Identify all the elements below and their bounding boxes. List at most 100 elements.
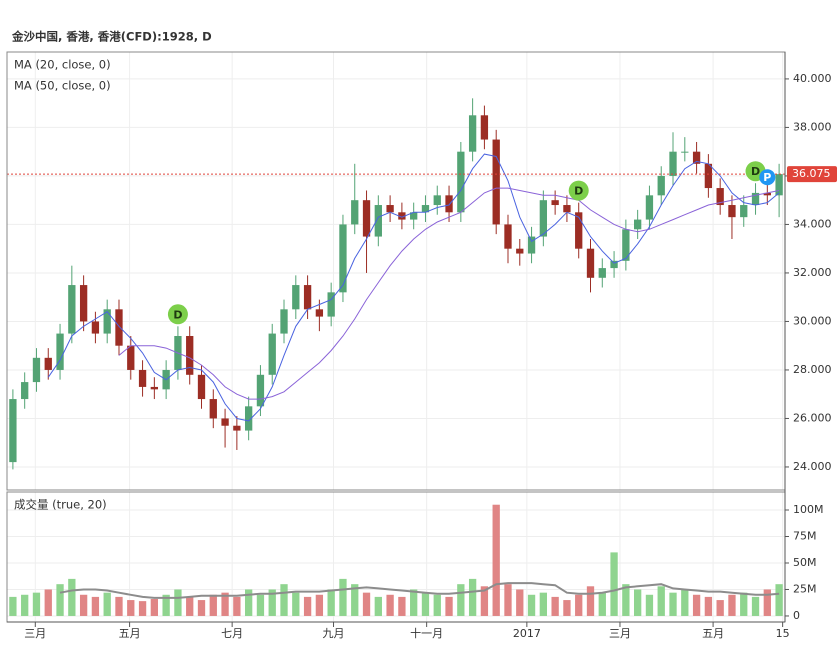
candle-body: [539, 200, 548, 237]
candle-body: [775, 174, 783, 196]
volume-bar: [327, 589, 335, 616]
volume-bar: [622, 584, 630, 616]
volume-bar: [527, 594, 536, 616]
volume-bar: [91, 596, 100, 616]
candle-body: [374, 205, 382, 237]
volume-bar: [351, 584, 359, 616]
volume-bar: [362, 592, 371, 616]
volume-bar: [162, 594, 170, 616]
marks: [7, 98, 785, 616]
candle-body: [468, 115, 477, 152]
volume-bar: [315, 594, 324, 616]
candle-body: [292, 285, 300, 310]
event-label: P: [763, 171, 771, 184]
candle-body: [197, 374, 206, 400]
volume-bar: [103, 592, 111, 616]
volume-bar: [586, 586, 595, 616]
candle-body: [150, 386, 159, 390]
candle-body: [138, 369, 147, 387]
event-label: D: [173, 308, 182, 321]
volume-bar: [704, 596, 713, 616]
candle-body: [610, 260, 618, 269]
volume-bar: [256, 594, 265, 616]
y-tick-label: 24.000: [793, 460, 832, 473]
x-tick-label: 五月: [702, 627, 724, 640]
volume-bar: [197, 600, 206, 616]
candle-body: [21, 382, 29, 400]
candle-body: [421, 205, 430, 213]
y-tick-label: 25M: [793, 582, 817, 595]
volume-bar: [233, 596, 241, 616]
volume-bar: [150, 599, 159, 616]
event-label: D: [751, 165, 760, 178]
volume-bar: [763, 589, 771, 616]
candle-body: [398, 212, 406, 220]
candle-body: [527, 236, 536, 254]
volume-bar: [740, 592, 748, 616]
candle-body: [9, 399, 17, 463]
legend-entry: MA (20, close, 0): [14, 58, 111, 72]
volume-bar: [79, 594, 88, 616]
x-tick-label: 十一月: [410, 626, 443, 640]
volume-bar: [21, 594, 29, 616]
y-tick-label: 34.000: [793, 217, 832, 230]
candle-body: [740, 205, 748, 218]
candle-body: [280, 309, 288, 334]
volume-bar: [480, 586, 489, 616]
candle-body: [209, 399, 217, 419]
x-tick-label: 三月: [24, 627, 46, 640]
candle-body: [327, 292, 335, 317]
candle-body: [362, 200, 371, 237]
volume-bar: [657, 586, 665, 616]
volume-bar: [669, 592, 677, 616]
volume-bar: [44, 589, 52, 616]
volume-bar: [645, 594, 654, 616]
volume-bar: [421, 592, 430, 616]
legend-entry: MA (50, close, 0): [14, 79, 111, 93]
volume-bar: [751, 596, 760, 616]
volume-bar: [575, 594, 583, 616]
volume-bar: [410, 589, 418, 616]
candle-body: [303, 285, 312, 310]
candle-body: [551, 200, 559, 206]
volume-bar: [692, 594, 701, 616]
candle-body: [256, 374, 265, 407]
volume-bar: [539, 592, 548, 616]
candle-body: [622, 229, 630, 261]
last-price-label: 36.075: [792, 167, 831, 180]
y-tick-label: 38.000: [793, 120, 832, 133]
y-tick-label: 40.000: [793, 72, 832, 85]
candle-body: [563, 205, 571, 213]
candle-body: [645, 195, 654, 220]
volume-bar: [563, 600, 571, 616]
candle-body: [315, 309, 324, 317]
candle-body: [598, 268, 606, 278]
candle-body: [751, 192, 760, 206]
volume-bar: [115, 596, 123, 616]
candle-body: [516, 248, 524, 254]
y-tick-label: 0: [793, 609, 800, 622]
pane-legend: 成交量 (true, 20): [14, 498, 107, 512]
candle-body: [103, 309, 111, 334]
candle-body: [480, 115, 489, 140]
volume-bar: [398, 596, 406, 616]
candle-body: [586, 248, 595, 278]
volume-bar: [292, 592, 300, 616]
volume-bar: [209, 594, 217, 616]
candle-body: [91, 321, 100, 334]
candle-body: [457, 151, 465, 213]
volume-bar: [186, 596, 194, 616]
volume-ma-line: [59, 582, 780, 599]
candle-body: [445, 195, 453, 213]
candle-body: [433, 195, 441, 206]
volume-bar: [339, 578, 347, 616]
candle-body: [233, 425, 241, 431]
volume-bar: [374, 596, 382, 616]
candle-body: [681, 151, 689, 153]
candle-body: [44, 357, 52, 370]
last-price-box: [787, 166, 837, 183]
x-tick-label: 七月: [221, 627, 243, 640]
volume-bar: [221, 592, 229, 616]
